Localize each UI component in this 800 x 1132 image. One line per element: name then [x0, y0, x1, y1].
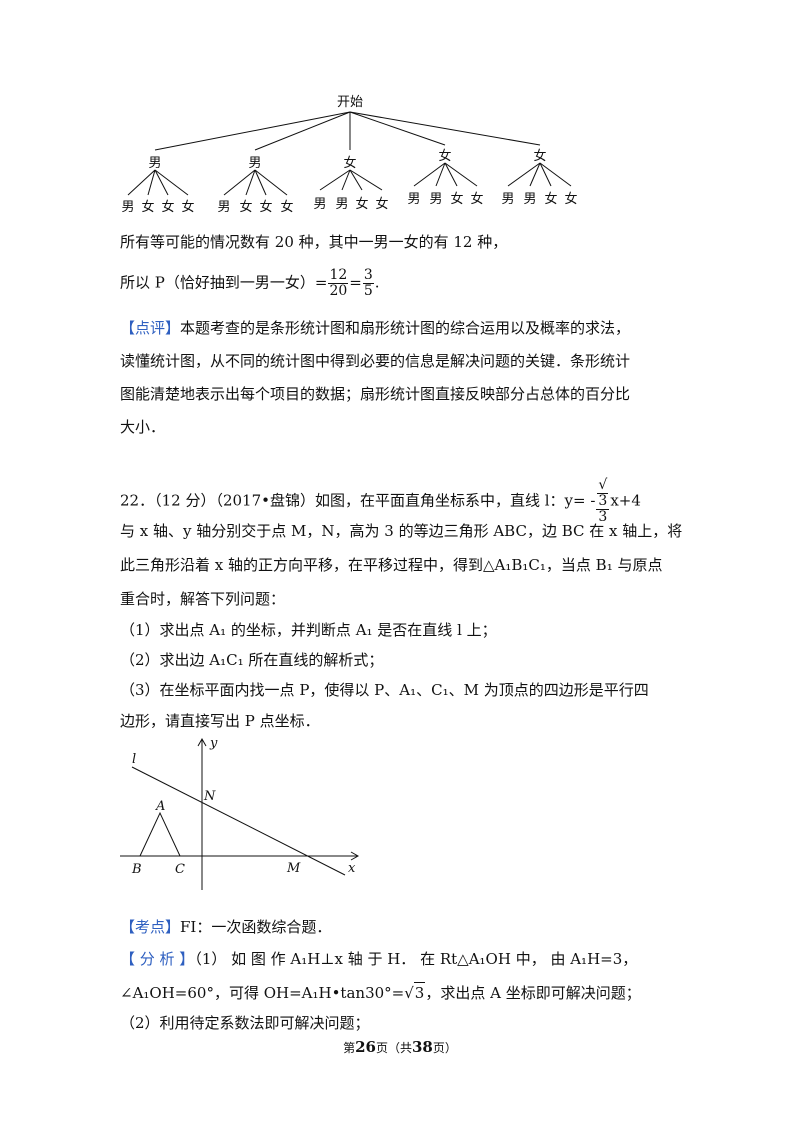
question-1: （1）求出点 A₁ 的坐标，并判断点 A₁ 是否在直线 l 上； [120, 621, 497, 639]
tree-leaf: 女 [161, 199, 174, 215]
fenxi-line-3: （2）利用待定系数法即可解决问题； [120, 1014, 370, 1032]
review-text: 本题考查的是条形统计图和扇形统计图的综合运用以及概率的求法， [180, 319, 631, 337]
label-a: A [155, 799, 165, 814]
y-axis-arrow-icon [197, 737, 207, 747]
tree-leaf: 女 [544, 191, 557, 207]
fraction-numerator: 12 [328, 267, 349, 284]
footer-text: 第 [343, 1041, 356, 1055]
solution-line-2: 所以 P（恰好抽到一男一女）= 12 20 = 3 5. [120, 268, 380, 299]
sqrt-radicand: 3 [597, 493, 609, 509]
fraction-numerator: 3 [362, 267, 374, 284]
fenxi-tag: 【 分 析 】 [120, 950, 195, 968]
tree-branches [127, 111, 572, 196]
label-x: x [348, 861, 356, 876]
fenxi-text: ，求出点 A 坐标即可解决问题； [425, 984, 641, 1002]
tree-leaf: 女 [375, 196, 388, 212]
x-axis-arrow-icon [350, 851, 360, 861]
problem-22-text: 22．（12 分）（2017•盘锦）如图，在平面直角坐标系中，直线 l：y= - [120, 491, 596, 510]
review-line-1: 【点评】本题考查的是条形统计图和扇形统计图的综合运用以及概率的求法， [120, 318, 630, 338]
line-l [131, 766, 346, 876]
problem-22-head: 22．（12 分）（2017•盘锦）如图，在平面直角坐标系中，直线 l：y= -… [120, 478, 641, 525]
tree-leaf: 男 [335, 197, 348, 212]
fraction-denominator: 20 [329, 283, 348, 299]
label-c: C [175, 862, 185, 877]
label-y: y [209, 736, 218, 751]
question-3-line-1: （3）在坐标平面内找一点 P，使得以 P、A₁、C₁、M 为顶点的四边形是平行四 [120, 681, 649, 699]
review-line-4: 大小． [120, 418, 166, 436]
tree-leaf: 女 [280, 199, 293, 215]
problem-22-tail: x+4 [610, 491, 641, 510]
fraction-12-20: 12 20 [328, 267, 349, 299]
tree-diagram: 开始 男 男 女 女 女 男 女 女 女 男 女 女 女 男 男 女 女 男 男… [121, 95, 577, 215]
fenxi-text: ∠A₁OH=60°，可得 OH=A₁H•tan30°= [120, 984, 405, 1002]
tree-root-label: 开始 [337, 95, 363, 110]
tree-node-l1-4: 女 [533, 148, 546, 164]
tree-node-l1-1: 男 [248, 156, 261, 171]
review-tag: 【点评】 [120, 319, 181, 337]
page-number: 26 [355, 1038, 376, 1056]
coordinate-figure: l y N A B C M x [120, 736, 360, 890]
fraction-numerator: √ 3 [596, 477, 610, 510]
problem-22-line-4: 重合时，解答下列问题： [120, 590, 286, 608]
kaodian-text: FI：一次函数综合题． [180, 918, 332, 936]
tree-leaf: 女 [141, 199, 154, 215]
fenxi-line-1: 【 分 析 】（1） 如 图 作 A₁H⊥x 轴 于 H． 在 Rt△A₁OH … [120, 949, 637, 969]
tree-node-l1-0: 男 [148, 156, 161, 171]
total-pages: 38 [412, 1038, 433, 1056]
solution-line-2-prefix: 所以 P（恰好抽到一男一女）= [120, 273, 328, 292]
period: . [374, 273, 380, 292]
tree-leaf: 男 [407, 192, 420, 207]
tree-leaf: 女 [239, 199, 252, 215]
label-l: l [132, 752, 136, 767]
review-line-2: 读懂统计图，从不同的统计图中得到必要的信息是解决问题的关键．条形统计 [120, 352, 631, 370]
footer-text: 页） [432, 1041, 457, 1055]
tree-leaf: 男 [523, 192, 536, 207]
sqrt-radicand: 3 [413, 982, 426, 1002]
kaodian-tag: 【考点】 [120, 918, 181, 936]
footer-text: 页（共 [375, 1041, 412, 1055]
tree-leaf: 女 [564, 191, 577, 207]
tree-leaf: 女 [355, 196, 368, 212]
tree-leaf: 男 [121, 200, 134, 215]
fenxi-text: （1） 如 图 作 A₁H⊥x 轴 于 H． 在 Rt△A₁OH 中， 由 A₁… [194, 950, 638, 968]
label-n: N [203, 789, 216, 804]
tree-leaf: 男 [501, 192, 514, 207]
triangle-abc [139, 811, 181, 857]
tree-leaf: 男 [217, 200, 230, 215]
review-line-3: 图能清楚地表示出每个项目的数据；扇形统计图直接反映部分占总体的百分比 [120, 385, 631, 403]
page-footer: 第26页（共38页） [0, 1038, 800, 1056]
tree-leaf: 女 [450, 191, 463, 207]
fenxi-line-2: ∠A₁OH=60°，可得 OH=A₁H•tan30°=√3，求出点 A 坐标即可… [120, 982, 641, 1002]
question-3-line-2: 边形，请直接写出 P 点坐标． [120, 712, 320, 730]
tree-leaf: 女 [181, 199, 194, 215]
tree-node-l1-3: 女 [438, 148, 451, 164]
fraction-denominator: 3 [598, 509, 608, 525]
label-m: M [286, 861, 301, 876]
tree-leaf: 女 [259, 199, 272, 215]
solution-line-1: 所有等可能的情况数有 20 种，其中一男一女的有 12 种， [120, 233, 508, 251]
fraction-denominator: 5 [363, 283, 373, 299]
equals-sign: = [349, 273, 362, 292]
label-b: B [131, 862, 142, 877]
problem-22-line-2: 与 x 轴、y 轴分别交于点 M，N，高为 3 的等边三角形 ABC，边 BC … [120, 522, 683, 540]
tree-leaf: 女 [470, 191, 483, 207]
tree-node-l1-2: 女 [343, 155, 356, 171]
problem-22-line-3: 此三角形沿着 x 轴的正方向平移，在平移过程中，得到△A₁B₁C₁，当点 B₁ … [120, 556, 663, 574]
question-2: （2）求出边 A₁C₁ 所在直线的解析式； [120, 651, 384, 669]
tree-leaf: 男 [429, 192, 442, 207]
kaodian-line: 【考点】FI：一次函数综合题． [120, 917, 331, 937]
tree-leaf: 男 [313, 197, 326, 212]
fraction-sqrt3-over-3: √ 3 3 [596, 477, 610, 525]
